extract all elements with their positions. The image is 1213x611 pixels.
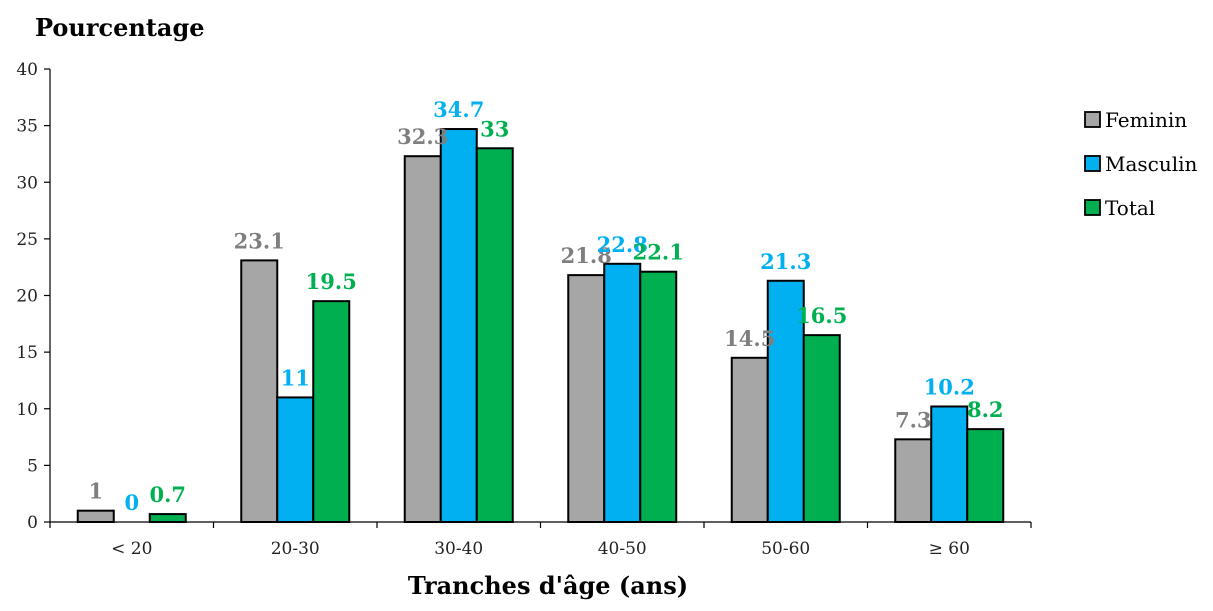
bar-total-3: [639, 270, 678, 523]
x-tick-label: 50-60: [761, 539, 810, 559]
legend: Feminin Masculin Total: [1084, 108, 1198, 220]
data-labels: 1 23.1 32.3 21.8 14.5 7.3 0 11 34.7 22.8 21.3 10.2 0…: [88, 97, 1003, 515]
data-label-masculin: 34.7: [433, 97, 484, 122]
legend-label-masculin: Masculin: [1105, 152, 1198, 176]
bar-total-1: [312, 300, 351, 523]
bar-total-0: [148, 513, 187, 524]
y-tick-label: 30: [16, 173, 38, 193]
data-label-feminin: 23.1: [234, 228, 285, 253]
y-tick-label: 5: [27, 456, 38, 476]
bar-feminin-5: [894, 438, 933, 524]
y-axis-title: Pourcentage: [35, 13, 205, 42]
bar-feminin-4: [730, 356, 769, 523]
data-label-masculin: 11: [281, 365, 310, 390]
data-label-total: 16.5: [796, 303, 847, 328]
bar-masculin-3: [603, 262, 642, 523]
bar-feminin-3: [567, 274, 606, 523]
y-tick-label: 20: [16, 287, 38, 307]
y-tick-label: 25: [16, 230, 38, 250]
y-tick-label: 35: [16, 117, 38, 137]
data-label-masculin: 0: [124, 490, 139, 515]
x-tick-label: 30-40: [434, 539, 483, 559]
data-label-feminin: 32.3: [397, 124, 448, 149]
data-label-masculin: 21.3: [760, 249, 811, 274]
legend-swatch-feminin: [1084, 111, 1101, 128]
y-axis: 0 5 10 15 20 25 30 35 40: [16, 60, 51, 533]
legend-label-feminin: Feminin: [1105, 108, 1187, 132]
data-label-total: 8.2: [967, 397, 1004, 422]
data-label-feminin: 14.5: [724, 326, 775, 351]
data-label-feminin: 7.3: [895, 407, 932, 432]
legend-label-total: Total: [1105, 196, 1155, 220]
bar-feminin-0: [76, 509, 115, 523]
legend-swatch-total: [1084, 199, 1101, 216]
data-label-masculin: 22.8: [597, 232, 648, 257]
data-label-total: 19.5: [306, 269, 357, 294]
bar-feminin-2: [403, 155, 442, 523]
x-axis-title: Tranches d'âge (ans): [408, 571, 688, 600]
y-tick-label: 10: [16, 400, 38, 420]
bar-total-2: [475, 147, 514, 523]
data-label-total: 0.7: [149, 482, 186, 507]
bar-feminin-1: [240, 259, 279, 523]
data-label-total: 33: [480, 116, 509, 141]
bar-total-4: [802, 334, 841, 524]
x-tick-label: 20-30: [271, 539, 320, 559]
y-tick-label: 15: [16, 343, 38, 363]
bar-total-5: [966, 428, 1005, 524]
y-tick-label: 40: [16, 60, 38, 80]
data-label-total: 22.1: [633, 240, 684, 265]
bar-masculin-2: [439, 128, 478, 524]
data-label-feminin: 1: [88, 479, 103, 504]
data-label-feminin: 21.8: [561, 243, 612, 268]
data-label-masculin: 10.2: [924, 374, 975, 399]
y-tick-label: 0: [27, 513, 38, 533]
legend-swatch-masculin: [1084, 155, 1101, 172]
x-tick-label: 40-50: [598, 539, 647, 559]
bars: [76, 128, 1005, 524]
bar-masculin-5: [930, 405, 969, 523]
x-axis: < 20 20-30 30-40 40-50 50-60 ≥ 60: [49, 521, 1032, 559]
x-tick-label: ≥ 60: [929, 539, 970, 559]
x-tick-label: < 20: [111, 539, 152, 559]
bar-masculin-1: [276, 396, 315, 523]
